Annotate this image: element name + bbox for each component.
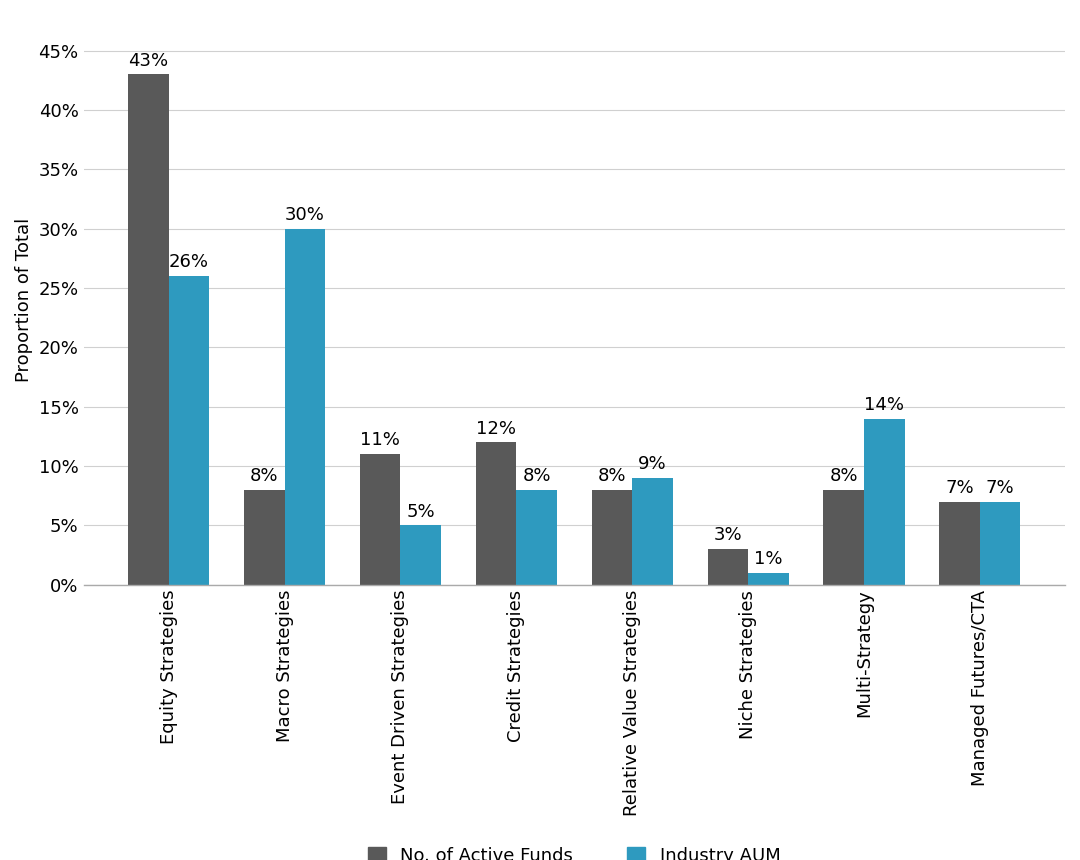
- Bar: [285, 229, 325, 585]
- Bar: [707, 550, 748, 585]
- Text: 43%: 43%: [129, 52, 168, 70]
- Text: 12%: 12%: [476, 420, 516, 438]
- Text: 11%: 11%: [361, 432, 400, 450]
- Bar: [244, 490, 285, 585]
- Text: 7%: 7%: [986, 479, 1014, 497]
- Text: 8%: 8%: [829, 467, 858, 485]
- Text: 14%: 14%: [864, 396, 904, 414]
- Text: 7%: 7%: [945, 479, 974, 497]
- Bar: [516, 490, 557, 585]
- Text: 30%: 30%: [285, 206, 325, 224]
- Bar: [940, 501, 980, 585]
- Bar: [360, 454, 401, 585]
- Text: 5%: 5%: [406, 503, 435, 520]
- Bar: [632, 478, 673, 585]
- Bar: [823, 490, 864, 585]
- Bar: [748, 573, 788, 585]
- Bar: [401, 525, 441, 585]
- Text: 26%: 26%: [168, 254, 210, 272]
- Bar: [980, 501, 1021, 585]
- Text: 1%: 1%: [754, 550, 783, 568]
- Text: 8%: 8%: [251, 467, 279, 485]
- Legend: No. of Active Funds, Industry AUM: No. of Active Funds, Industry AUM: [361, 839, 788, 860]
- Bar: [168, 276, 210, 585]
- Bar: [864, 419, 905, 585]
- Text: 9%: 9%: [638, 455, 666, 473]
- Text: 8%: 8%: [597, 467, 626, 485]
- Text: 3%: 3%: [714, 526, 742, 544]
- Bar: [592, 490, 632, 585]
- Bar: [129, 74, 168, 585]
- Y-axis label: Proportion of Total: Proportion of Total: [15, 218, 33, 382]
- Text: 8%: 8%: [523, 467, 551, 485]
- Bar: [476, 442, 516, 585]
